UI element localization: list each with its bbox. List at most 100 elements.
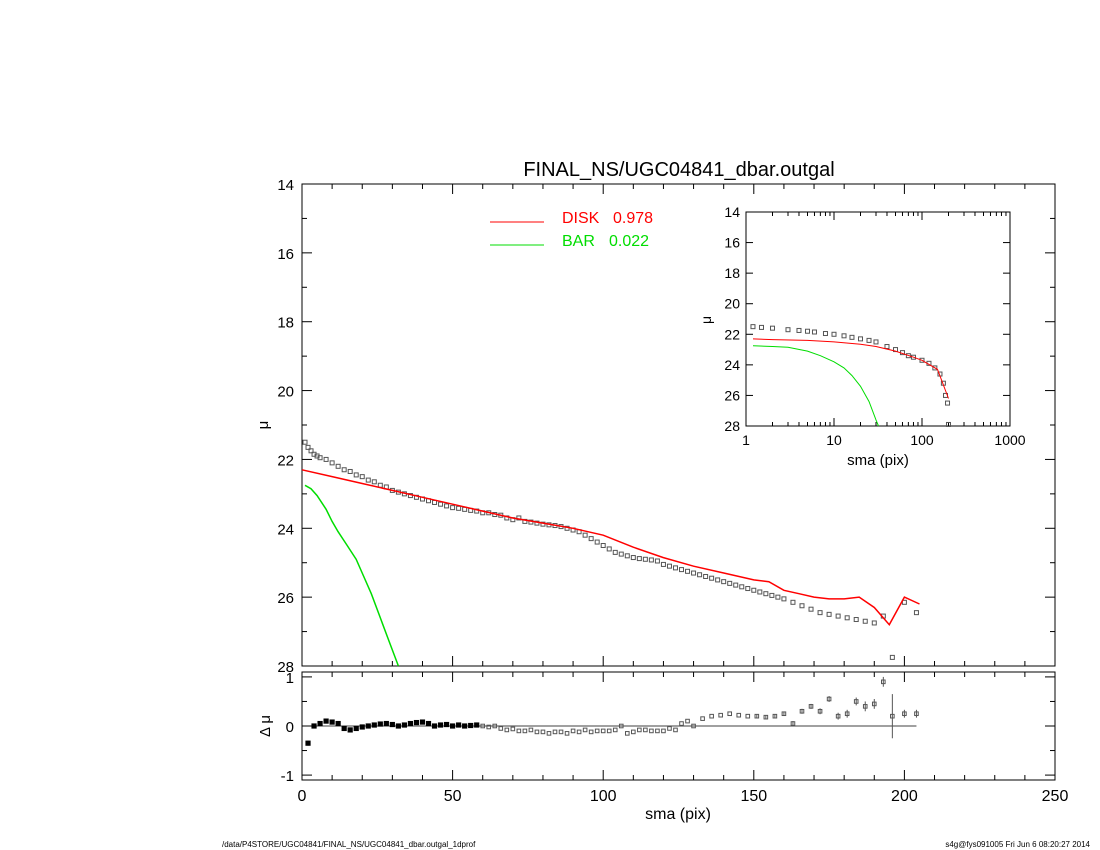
legend-bar-value: 0.022 (609, 233, 649, 250)
observed-point (709, 575, 715, 581)
observed-point (733, 582, 739, 588)
residual-point (835, 713, 841, 719)
inset-y-tick-label: 14 (724, 204, 740, 220)
inset-observed-point (769, 325, 775, 331)
residual-y-axis-label: Δ μ (257, 715, 274, 737)
residual-point (727, 711, 733, 717)
inset-y-tick-label: 16 (724, 235, 740, 251)
observed-point (739, 584, 745, 590)
observed-point (835, 613, 841, 619)
residual-point (546, 731, 552, 736)
inset-observed-point (945, 421, 951, 427)
residual-point (844, 711, 850, 717)
residual-point (522, 728, 528, 734)
inset-observed-point (822, 331, 828, 337)
residual-point (365, 723, 371, 729)
observed-point (781, 596, 787, 602)
observed-point (600, 543, 606, 548)
residual-point (413, 719, 420, 726)
residual-point (790, 721, 796, 726)
inset-observed-point (857, 336, 863, 342)
residual-point (480, 723, 486, 729)
residual-point (890, 713, 895, 719)
inset-x-tick-label: 1 (742, 432, 750, 448)
residual-point (498, 726, 504, 731)
observed-point (450, 505, 456, 511)
residual-point (305, 740, 311, 746)
x-tick-label: 150 (740, 788, 767, 805)
residual-point (419, 719, 426, 725)
residual-point (558, 729, 564, 735)
inset-disk-model-line (752, 338, 949, 399)
observed-point (672, 565, 678, 571)
residual-point (407, 720, 414, 727)
main-y-tick-label: 18 (277, 315, 294, 332)
observed-point (775, 594, 781, 600)
inset-x-tick-label: 100 (910, 432, 934, 448)
residual-point (335, 720, 341, 727)
observed-point (727, 580, 733, 586)
residual-point (826, 696, 832, 702)
observed-point (654, 558, 660, 564)
x-tick-label: 200 (891, 788, 918, 805)
legend-disk-value: 0.978 (613, 210, 653, 227)
observed-point (666, 563, 672, 569)
observed-point (685, 568, 691, 574)
residual-point (685, 718, 690, 724)
observed-point (308, 448, 314, 454)
residual-point (594, 728, 600, 734)
residual-point (781, 711, 787, 717)
observed-point (630, 555, 636, 561)
residual-point (637, 727, 642, 733)
residual-point (772, 713, 778, 719)
residual-point (528, 727, 534, 733)
residual-point (449, 723, 456, 729)
footer-path: /data/P4STORE/UGC04841/FINAL_NS/UGC04841… (222, 840, 476, 849)
observed-point (808, 606, 814, 612)
residual-point (853, 699, 859, 704)
residual-point (881, 679, 886, 685)
residual-point (655, 728, 660, 734)
residual-point (643, 727, 648, 733)
inset-frame (745, 211, 1011, 427)
observed-point (648, 557, 654, 563)
main-y-tick-label: 20 (277, 384, 294, 401)
residual-y-tick-label: 1 (286, 670, 294, 687)
footer-timestamp: s4g@fys091005 Fri Jun 6 08:20:27 2014 (945, 840, 1090, 849)
observed-point (703, 573, 709, 579)
observed-point (606, 546, 612, 552)
residual-point (311, 723, 317, 729)
main-y-tick-label: 24 (277, 521, 294, 538)
residual-point (649, 728, 654, 734)
observed-point (751, 587, 757, 593)
observed-point (913, 610, 919, 616)
residual-point (763, 714, 769, 720)
observed-point (757, 589, 763, 595)
residual-point (618, 723, 624, 729)
inset-y-tick-label: 20 (724, 296, 740, 312)
observed-point (365, 477, 371, 483)
inset-panel: 14 16 18 20 22 24 26 281 10 100 1000 μ sma (pix) (698, 204, 1026, 469)
residual-point (600, 728, 606, 734)
residual-point (576, 729, 582, 735)
residual-point (799, 708, 805, 714)
observed-point (691, 570, 697, 576)
legend-bar-name: BAR (562, 233, 595, 250)
main-y-tick-label: 14 (277, 177, 294, 194)
residual-point (612, 727, 618, 733)
residual-point (534, 729, 540, 735)
inset-bar-model-line (752, 345, 879, 427)
main-panel: 14 16 18 20 22 24 26 28 μ (255, 177, 1056, 676)
observed-point (371, 479, 377, 485)
main-y-tick-label: 28 (277, 659, 294, 676)
residual-point (359, 724, 365, 730)
residual-point (395, 723, 401, 729)
residual-y-tick-label: 0 (286, 719, 294, 736)
residual-point (510, 726, 516, 732)
observed-point (715, 577, 721, 583)
inset-observed-point (811, 329, 817, 335)
observed-point (444, 503, 450, 509)
observed-point (317, 455, 323, 461)
residual-point (754, 713, 760, 719)
